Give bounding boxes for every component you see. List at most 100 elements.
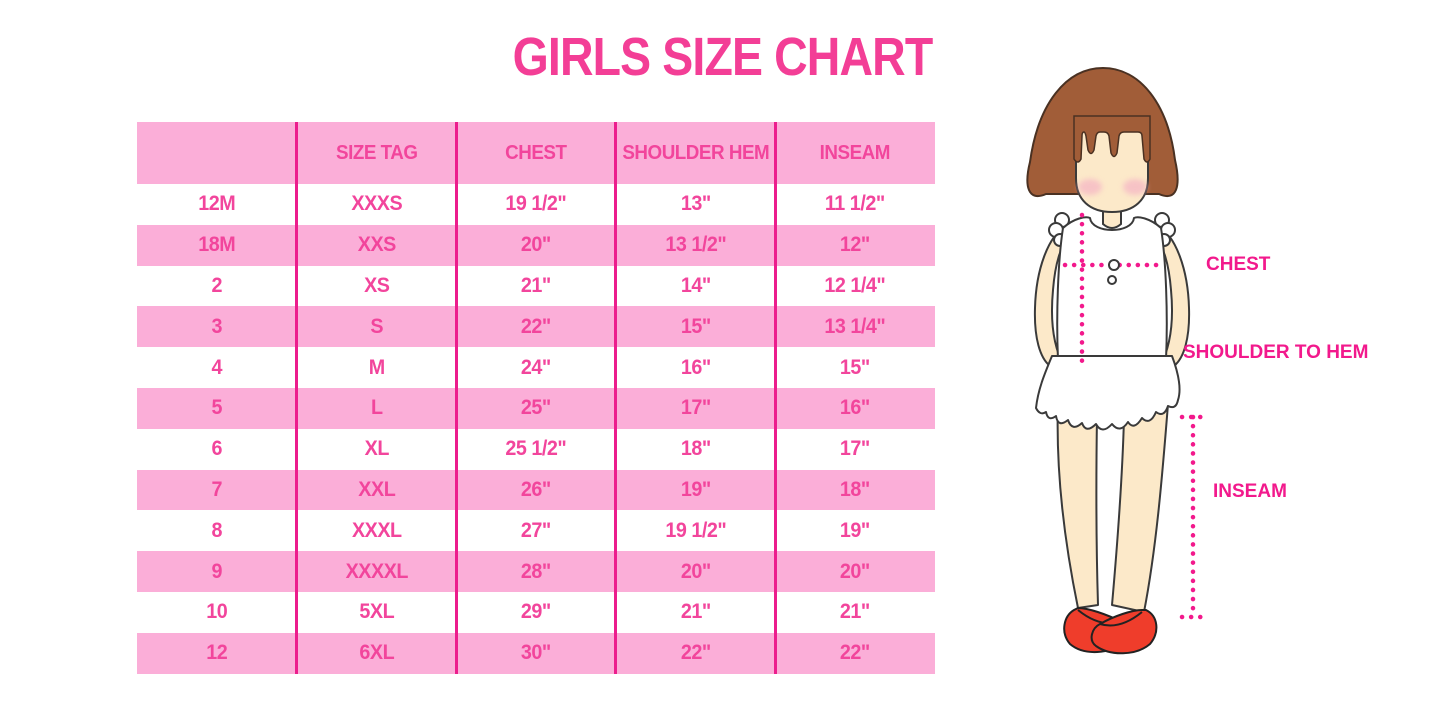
girl-right-leg [1111,403,1169,613]
girl-left-leg [1056,401,1099,609]
table-cell: S [370,314,383,338]
table-row: 2 XS 21" 14" 12 1/4" [137,266,935,307]
table-cell: 22" [680,641,711,665]
table-cell: 21" [521,273,551,297]
table-cell: 22" [840,641,871,665]
table-row: 18M XXS 20" 13 1/2" 12" [137,224,935,266]
table-row: 9 XXXXL 28" 20" 20" [137,551,935,592]
table-cell: 12" [840,233,871,257]
table-row: 6 XL 25 1/2" 18" 17" [137,429,935,470]
table-cell: 5XL [358,600,394,624]
table-cell: 17" [840,437,871,461]
table-cell: 8 [211,518,223,542]
girl-blush-right [1123,179,1147,195]
table-cell: 29" [521,600,551,624]
table-cell: 30" [521,641,551,665]
table-cell: 4 [211,355,223,379]
table-row: 12M XXXS 19 1/2" 13" 11 1/2" [137,184,935,225]
shoulder-to-hem-label: SHOULDER TO HEM [1183,342,1369,363]
table-cell: 17" [680,396,711,420]
table-row: 12 6XL 30" 22" 22" [137,632,935,674]
table-row: 8 XXXL 27" 19 1/2" 19" [137,510,935,551]
table-cell: 15" [680,314,711,338]
inseam-label: INSEAM [1213,481,1287,502]
table-cell: XXS [357,233,396,257]
top-button-2 [1107,275,1117,285]
table-cell: 22" [521,314,551,338]
girl-top [1056,216,1168,364]
table-cell: 10 [206,600,228,624]
size-table: SIZE TAG CHEST SHOULDER HEM INSEAM 12M X… [137,122,935,674]
table-cell: 16" [680,355,711,379]
table-row: 4 M 24" 16" 15" [137,347,935,388]
table-cell: 18" [680,437,711,461]
table-cell: 21" [680,600,711,624]
table-cell: 26" [521,477,551,501]
table-cell: 20" [840,559,871,583]
table-cell: XXXXL [345,559,408,583]
girl-blush-left [1078,179,1102,195]
table-cell: 24" [521,355,551,379]
table-cell: 13 1/4" [824,314,886,338]
table-cell: M [368,355,385,379]
table-cell: 12 1/4" [824,273,886,297]
table-cell: 3 [211,314,223,338]
table-cell: 20" [521,233,551,257]
table-cell: 5 [211,396,223,420]
table-cell: 25" [521,396,551,420]
table-cell: 7 [211,477,223,501]
table-cell: XXXS [350,192,402,216]
table-cell: 13 1/2" [665,233,727,257]
table-cell: 16" [840,396,871,420]
header-cell-shoulder-hem: SHOULDER HEM [622,141,770,164]
table-cell: 2 [211,273,223,297]
page-title: GIRLS SIZE CHART [512,27,934,87]
table-cell: 21" [840,600,871,624]
table-cell: 27" [521,518,551,542]
girl-illustration [1026,66,1207,655]
table-cell: 19 1/2" [665,518,727,542]
table-header-row: SIZE TAG CHEST SHOULDER HEM INSEAM [137,122,935,184]
table-cell: L [370,396,383,420]
table-cell: 19" [840,518,871,542]
table-cell: 6XL [358,641,394,665]
table-cell: 14" [680,273,711,297]
girl-skirt [1035,355,1181,431]
table-cell: 12M [198,192,236,216]
table-cell: 19 1/2" [505,192,567,216]
table-cell: 25 1/2" [505,437,567,461]
column-divider [773,122,777,674]
table-row: 7 XXL 26" 19" 18" [137,469,935,511]
table-row: 3 S 22" 15" 13 1/4" [137,306,935,348]
table-cell: 11 1/2" [825,192,886,216]
header-cell-size-tag: SIZE TAG [335,141,418,164]
table-cell: 6 [211,437,223,461]
header-cell-inseam: INSEAM [820,141,891,164]
table-cell: XXL [357,477,395,501]
column-divider [614,122,618,674]
table-cell: 20" [680,559,711,583]
table-row: 10 5XL 29" 21" 21" [137,592,935,633]
column-divider [295,122,299,674]
table-cell: XXXL [351,518,402,542]
header-cell-size [142,122,292,184]
table-cell: 9 [211,559,223,583]
table-cell: 15" [840,355,871,379]
chest-label: CHEST [1206,254,1271,275]
girl-bangs [1073,115,1151,163]
top-button-1 [1108,259,1120,271]
table-cell: XS [363,273,390,297]
table-cell: 12 [206,641,228,665]
table-cell: 18M [198,233,236,257]
table-cell: 13" [680,192,711,216]
table-cell: 18" [840,477,871,501]
table-cell: 19" [680,477,711,501]
table-row: 5 L 25" 17" 16" [137,387,935,429]
table-cell: 28" [521,559,551,583]
girl-shoes [1063,607,1158,655]
column-divider [454,122,458,674]
table-cell: XL [364,437,389,461]
header-cell-chest: CHEST [505,141,567,164]
measurement-figure: CHEST SHOULDER TO HEM INSEAM [1000,60,1445,723]
